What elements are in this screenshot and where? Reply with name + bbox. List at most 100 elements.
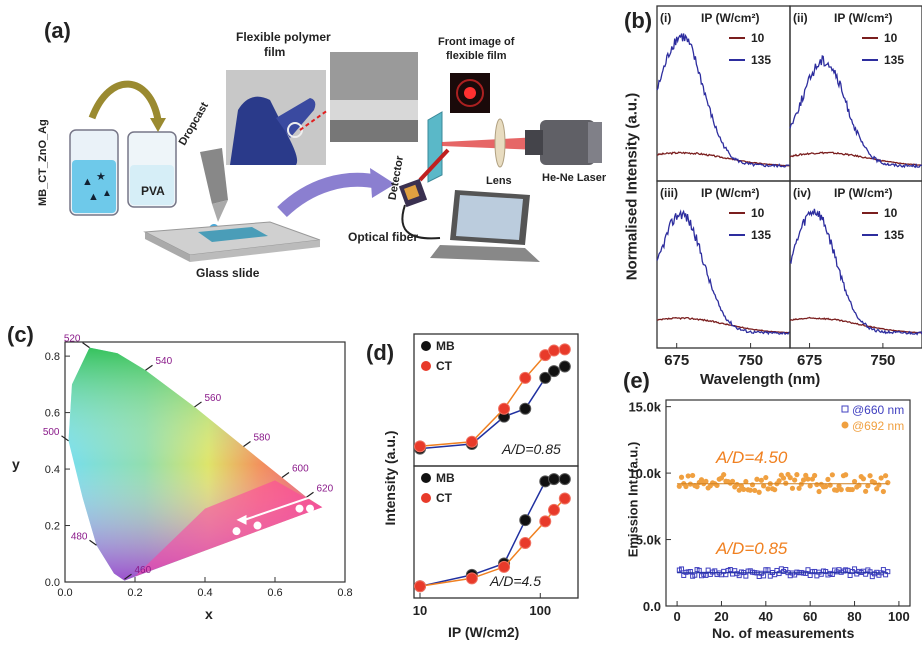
data-point-692 — [743, 478, 749, 485]
legend-title: IP (W/cm²) — [834, 186, 892, 200]
x-tick-label: 750 — [870, 352, 895, 369]
beaker-left: ▲ ★ ▲ ▲ — [69, 129, 119, 216]
subplot-frame — [413, 465, 579, 599]
data-point-692 — [721, 472, 727, 478]
panel-a-label: (a) — [44, 18, 71, 43]
data-point-692 — [749, 482, 756, 488]
subplot-label: (iv) — [793, 186, 811, 200]
data-point-692 — [807, 483, 813, 489]
legend-entry: MB — [436, 471, 455, 485]
data-point-692 — [754, 476, 760, 482]
legend-marker — [841, 421, 849, 429]
chromaticity-point — [295, 504, 304, 513]
data-point-692 — [683, 483, 689, 490]
film-plate — [427, 111, 443, 183]
subplot-label: (ii) — [793, 11, 808, 25]
subplot-label: (iii) — [660, 186, 678, 200]
data-point-660 — [743, 573, 749, 579]
data-point-692 — [780, 475, 787, 481]
optical-fiber-label: Optical fiber — [348, 230, 419, 244]
data-point-692 — [676, 483, 682, 489]
x-tick-label: 0.8 — [337, 587, 352, 599]
data-point-692 — [834, 487, 840, 493]
wavelength-label: 520 — [64, 334, 81, 345]
wavelength-label: 460 — [135, 565, 152, 576]
data-point-692 — [694, 484, 700, 490]
x-tick-label: 60 — [803, 609, 817, 624]
wavelength-label: 600 — [292, 464, 309, 475]
data-point-692 — [787, 475, 793, 481]
data-point-692 — [880, 488, 886, 495]
x-tick-label: 100 — [529, 603, 551, 618]
data-point-660 — [847, 572, 853, 578]
x-tick-label: 0 — [673, 609, 680, 624]
data-point-CT — [465, 572, 478, 585]
data-point-MB — [547, 365, 560, 378]
x-tick-label: 0.0 — [57, 587, 72, 599]
wavelength-label: 500 — [43, 427, 60, 438]
panel-e-label: (e) — [623, 368, 650, 393]
data-point-MB — [558, 473, 571, 486]
annotation: A/D=4.5 — [489, 573, 541, 589]
legend-entry: 135 — [751, 53, 771, 67]
shift-arrow — [244, 496, 311, 521]
data-point-692 — [690, 472, 696, 479]
transfer-arrow — [88, 80, 162, 121]
series-line-135 — [789, 55, 922, 169]
x-tick-label: 0.6 — [267, 587, 282, 599]
legend-entry: 10 — [884, 31, 898, 45]
data-point-692 — [829, 472, 835, 478]
data-point-692 — [836, 483, 842, 489]
data-point-692 — [816, 488, 822, 495]
data-point-692 — [860, 476, 867, 482]
data-point-692 — [756, 489, 762, 495]
data-point-CT — [498, 402, 511, 415]
chromaticity-point — [232, 527, 241, 536]
panel-e-xlabel: No. of measurements — [712, 625, 855, 641]
data-point-692 — [863, 488, 869, 494]
wavelength-label: 560 — [205, 393, 222, 404]
series-line-10 — [657, 151, 790, 167]
data-point-692 — [843, 472, 849, 478]
data-point-692 — [703, 478, 709, 484]
wavelength-tick — [82, 342, 90, 349]
data-point-692 — [758, 477, 764, 483]
legend-title: IP (W/cm²) — [834, 11, 892, 25]
data-point-CT — [547, 503, 560, 516]
data-point-692 — [792, 477, 798, 483]
data-point-692 — [794, 472, 800, 478]
legend-marker — [841, 405, 849, 413]
y-tick-label: 0.0 — [45, 577, 60, 589]
wavelength-tick — [61, 435, 69, 442]
legend-marker — [421, 473, 431, 483]
legend-marker — [421, 361, 431, 371]
panel-b-label: (b) — [624, 8, 653, 33]
x-tick-label: 100 — [888, 609, 910, 624]
data-point-692 — [878, 475, 884, 481]
data-point-660 — [761, 573, 767, 579]
data-point-660 — [852, 566, 858, 572]
data-point-692 — [871, 480, 878, 486]
glass-slide-label: Glass slide — [196, 266, 260, 280]
legend-entry: 135 — [884, 53, 904, 67]
data-point-CT — [519, 536, 532, 549]
svg-text:★: ★ — [96, 171, 106, 183]
series-line-135 — [656, 209, 791, 336]
data-point-MB — [558, 360, 571, 373]
pva-label: PVA — [141, 184, 165, 198]
data-point-MB — [539, 371, 552, 384]
data-point-692 — [789, 485, 796, 491]
data-point-660 — [765, 567, 771, 573]
annotation: A/D=0.85 — [501, 441, 561, 457]
series-line-135 — [789, 208, 922, 336]
x-tick-label: 750 — [738, 352, 763, 369]
legend-entry: CT — [436, 359, 453, 373]
x-tick-label: 80 — [847, 609, 861, 624]
svg-text:▲: ▲ — [88, 191, 99, 203]
data-point-692 — [776, 478, 782, 484]
glass-slide — [143, 221, 321, 262]
wavelength-label: 620 — [317, 483, 334, 494]
data-point-CT — [558, 343, 571, 356]
